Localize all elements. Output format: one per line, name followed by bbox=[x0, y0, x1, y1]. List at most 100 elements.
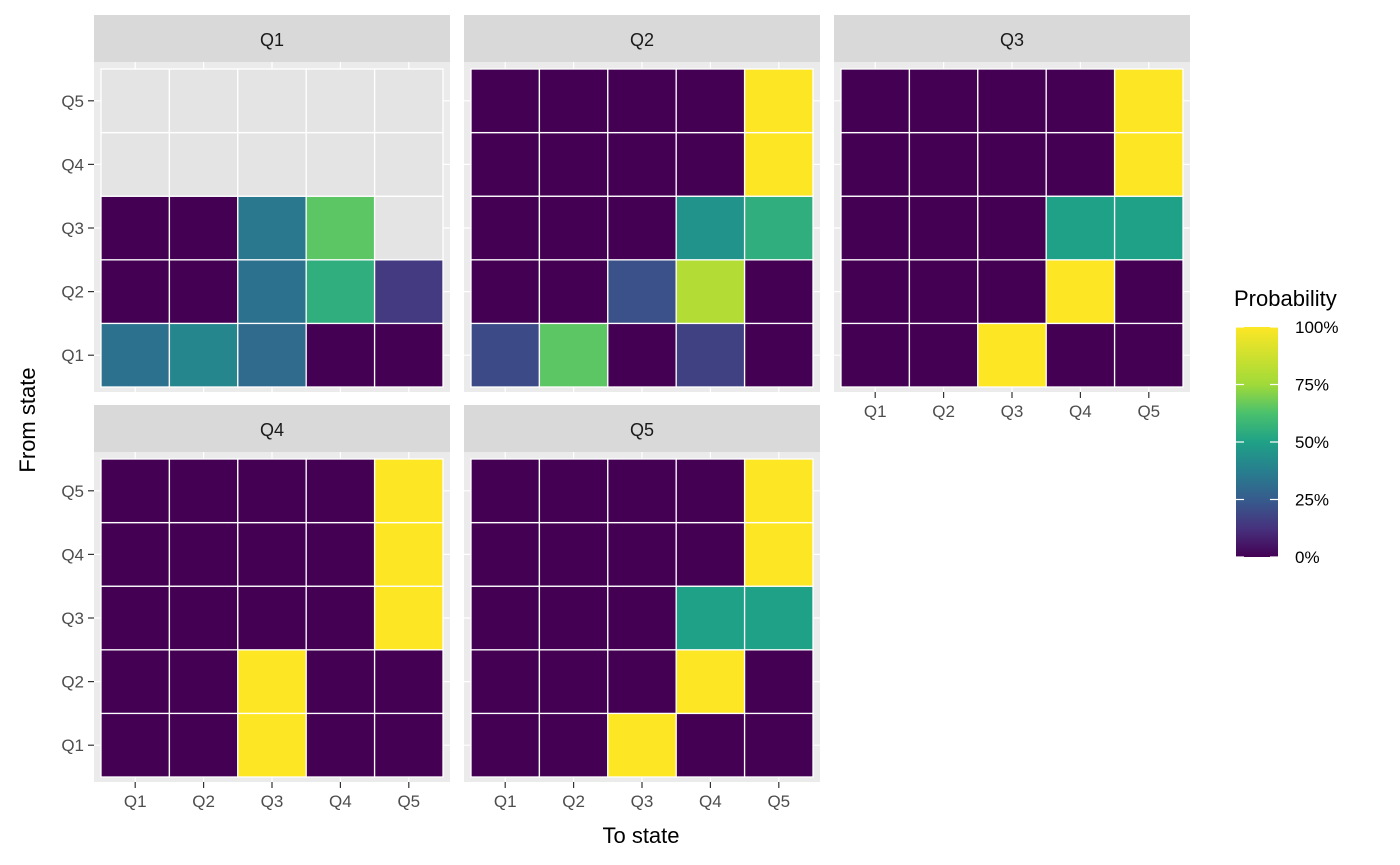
legend-tick-label: 0% bbox=[1295, 548, 1320, 567]
heatmap-tile bbox=[305, 521, 376, 587]
heatmap-tile bbox=[607, 195, 677, 261]
heatmap-tile bbox=[237, 521, 307, 587]
heatmap-tile bbox=[373, 195, 444, 261]
facet-strip bbox=[464, 405, 820, 452]
heatmap-tile bbox=[675, 521, 746, 587]
heatmap-tile bbox=[840, 68, 911, 134]
facet-strip-label: Q3 bbox=[1000, 30, 1024, 50]
heatmap-tile bbox=[607, 649, 677, 715]
heatmap-tile bbox=[607, 521, 677, 587]
heatmap-tile bbox=[237, 131, 307, 197]
heatmap-tile bbox=[168, 322, 239, 388]
heatmap-tile bbox=[237, 585, 307, 651]
heatmap-tile bbox=[470, 585, 541, 651]
heatmap-tile bbox=[538, 585, 609, 651]
heatmap-tile bbox=[100, 131, 171, 197]
heatmap-tile bbox=[675, 649, 746, 715]
heatmap-tile bbox=[1113, 322, 1184, 388]
heatmap-tile bbox=[607, 259, 677, 325]
heatmap-tile bbox=[237, 649, 307, 715]
x-tick-label: Q5 bbox=[767, 792, 790, 811]
heatmap-tile bbox=[237, 195, 307, 261]
x-tick-label: Q1 bbox=[864, 402, 887, 421]
heatmap-tile bbox=[100, 458, 171, 524]
heatmap-tile bbox=[168, 195, 239, 261]
heatmap-tile bbox=[977, 259, 1047, 325]
heatmap-tile bbox=[675, 259, 746, 325]
heatmap-tile bbox=[100, 195, 171, 261]
heatmap-tile bbox=[1045, 322, 1116, 388]
heatmap-tile bbox=[1113, 131, 1184, 197]
heatmap-tile bbox=[168, 585, 239, 651]
heatmap-tile bbox=[977, 195, 1047, 261]
facet-strip bbox=[834, 15, 1190, 62]
heatmap-tile bbox=[168, 521, 239, 587]
x-tick-label: Q1 bbox=[494, 792, 517, 811]
heatmap-tile bbox=[1045, 259, 1116, 325]
heatmap-tile bbox=[237, 458, 307, 524]
y-tick-label: Q4 bbox=[61, 155, 84, 174]
x-tick-label: Q4 bbox=[329, 792, 352, 811]
heatmap-tile bbox=[168, 259, 239, 325]
x-tick-label: Q2 bbox=[562, 792, 585, 811]
facet-panel-q4: Q4 Q1 Q2 Q3 Q4 Q5 Q1 Q2 Q3 Q4 Q5 bbox=[61, 405, 450, 811]
legend-title: Probability bbox=[1234, 286, 1337, 311]
heatmap-tile bbox=[743, 649, 814, 715]
heatmap-tile bbox=[607, 131, 677, 197]
heatmap-tile bbox=[675, 68, 746, 134]
x-tick-label: Q3 bbox=[1001, 402, 1024, 421]
heatmap-tile bbox=[908, 195, 979, 261]
heatmap-tile bbox=[977, 131, 1047, 197]
heatmap-tile bbox=[743, 712, 814, 778]
heatmap-tile bbox=[470, 458, 541, 524]
heatmap-tile bbox=[373, 585, 444, 651]
heatmap-tile bbox=[840, 195, 911, 261]
heatmap-tile bbox=[168, 712, 239, 778]
heatmap-tile bbox=[607, 458, 677, 524]
facet-panel-q2: Q2 bbox=[464, 15, 820, 392]
heatmap-tile bbox=[908, 322, 979, 388]
heatmap-tile bbox=[100, 712, 171, 778]
x-tick-label: Q5 bbox=[1137, 402, 1160, 421]
facet-strip-label: Q1 bbox=[260, 30, 284, 50]
heatmap-tile bbox=[100, 322, 171, 388]
heatmap-tile bbox=[538, 68, 609, 134]
heatmap-tile bbox=[538, 649, 609, 715]
legend-tick-label: 25% bbox=[1295, 491, 1329, 510]
heatmap-tile bbox=[373, 322, 444, 388]
facet-panel-q5: Q5 Q1 Q2 Q3 Q4 Q5 bbox=[464, 405, 820, 811]
x-tick-label: Q4 bbox=[699, 792, 722, 811]
legend-ticks: 0% 25% 50% 75% 100% bbox=[1236, 318, 1338, 567]
heatmap-tile bbox=[743, 521, 814, 587]
y-tick-label: Q1 bbox=[61, 736, 84, 755]
legend: Probability 0% 25% 50% 75% 100% bbox=[1234, 286, 1338, 567]
heatmap-tile bbox=[743, 259, 814, 325]
heatmap-tile bbox=[538, 712, 609, 778]
x-tick-label: Q5 bbox=[397, 792, 420, 811]
heatmap-tile bbox=[1113, 259, 1184, 325]
legend-tick-label: 50% bbox=[1295, 433, 1329, 452]
heatmap-tile bbox=[305, 322, 376, 388]
heatmap-tile bbox=[743, 131, 814, 197]
x-axis-title: To state bbox=[602, 823, 679, 848]
heatmap-tile bbox=[305, 649, 376, 715]
heatmap-tile bbox=[237, 259, 307, 325]
heatmap-tile bbox=[743, 458, 814, 524]
x-tick-label: Q2 bbox=[932, 402, 955, 421]
heatmap-tile bbox=[538, 195, 609, 261]
y-tick-label: Q5 bbox=[61, 482, 84, 501]
facet-strip bbox=[464, 15, 820, 62]
heatmap-tile bbox=[100, 521, 171, 587]
y-tick-label: Q3 bbox=[61, 219, 84, 238]
heatmap-tile bbox=[470, 649, 541, 715]
heatmap-tile bbox=[373, 458, 444, 524]
heatmap-tile bbox=[607, 68, 677, 134]
heatmap-tile bbox=[977, 68, 1047, 134]
heatmap-tile bbox=[607, 585, 677, 651]
heatmap-tile bbox=[743, 68, 814, 134]
facet-strip bbox=[94, 15, 450, 62]
heatmap-tile bbox=[100, 68, 171, 134]
x-tick-label: Q3 bbox=[261, 792, 284, 811]
